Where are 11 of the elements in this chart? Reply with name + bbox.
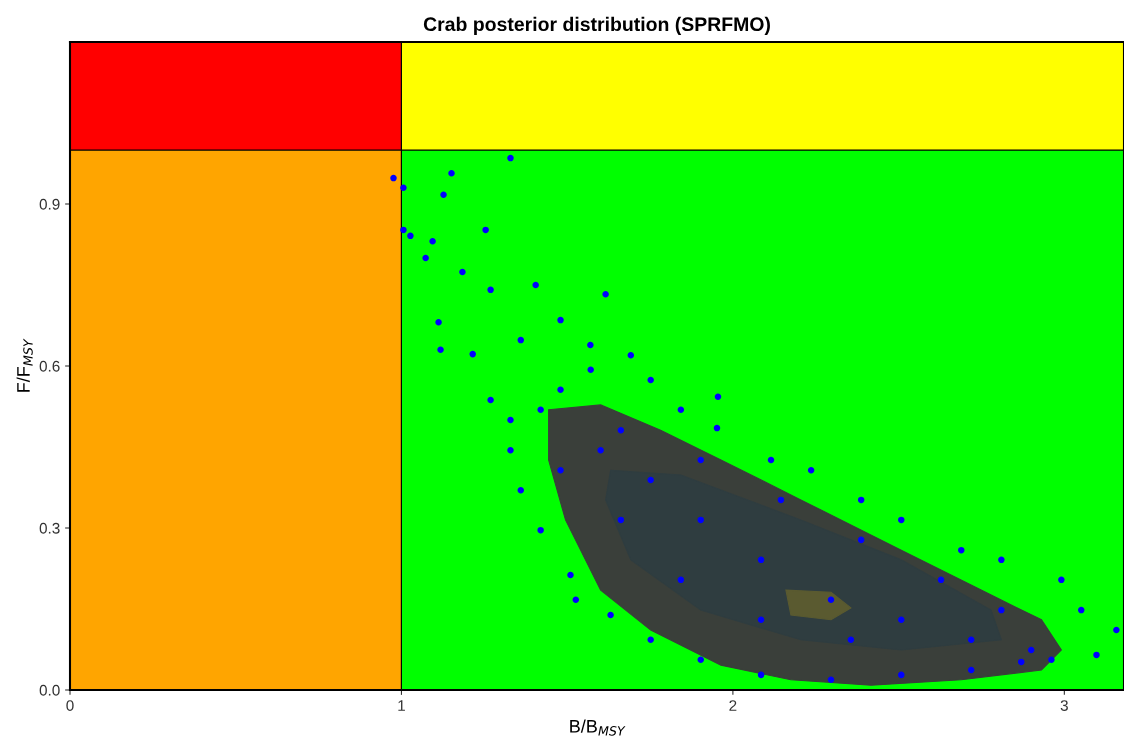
y-axis-title: F/F$_{MSY}$ [16, 338, 33, 392]
x-axis-title: B/B$_{MSY}$ [570, 719, 626, 736]
y-tick-label: 0.3 [39, 522, 60, 534]
y-tick-label: 0.6 [39, 360, 60, 372]
x-tick-label: 1 [398, 700, 405, 711]
x-tick-label: 0 [66, 700, 74, 711]
x-tick-label: 3 [1060, 700, 1068, 711]
y-tick-label: 0.0 [39, 684, 60, 696]
y-tick-label: 0.9 [39, 198, 60, 210]
chart-title: Crab posterior distribution (SPRFMO) [423, 16, 770, 35]
x-tick-label: 2 [729, 700, 737, 711]
